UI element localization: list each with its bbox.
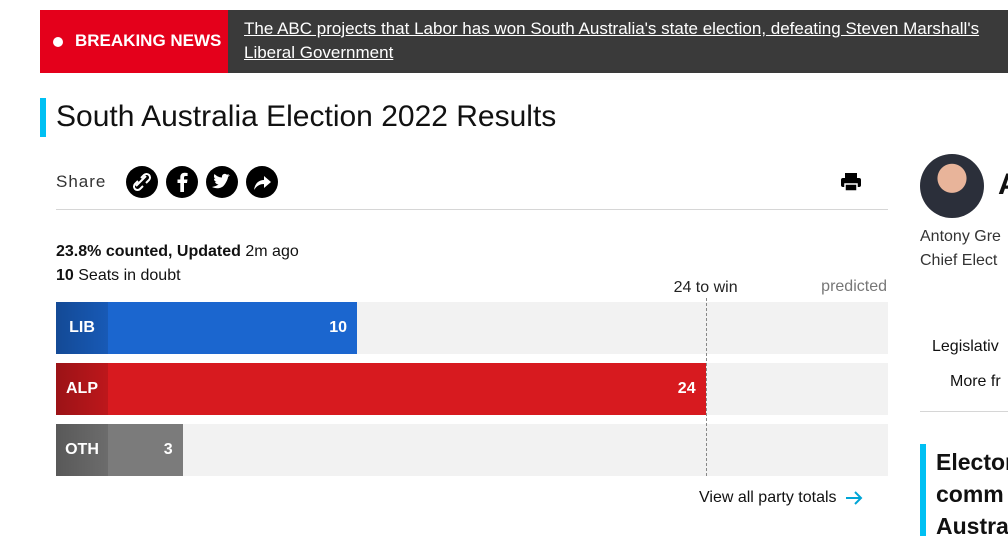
heading-accent [920,444,926,536]
author-avatar [920,154,984,218]
bar [56,302,357,354]
divider [56,209,888,210]
divider [920,411,1008,412]
party-label: OTH [65,441,99,458]
party-label: ALP [66,380,98,397]
doubt-count: 10 [56,267,74,284]
breaking-badge: BREAKING NEWS [40,10,228,73]
author-role: Chief Elect [920,252,998,269]
view-all-link[interactable]: View all party totals [699,489,863,507]
author-heading: A [998,168,1008,202]
view-all-text: View all party totals [699,489,837,506]
seat-value: 24 [677,380,696,397]
doubt-label: Seats in doubt [78,267,181,284]
copy-link[interactable] [126,166,158,198]
sidebar-heading: Elector comm Austra [936,446,1008,542]
heading-line: comm [936,481,1004,507]
doubt-status: 10 Seats in doubt [56,267,181,285]
facebook[interactable] [166,166,198,198]
headline-link[interactable]: The ABC projects that Labor has won Sout… [244,19,980,62]
majority-line [705,298,707,476]
sidebar-link[interactable]: More fr [950,373,1001,390]
share-label: Share [56,172,107,191]
twitter[interactable] [206,166,238,198]
count-status: 23.8% counted, Updated 2m ago [56,243,299,261]
heading-line: Austra [936,513,1008,539]
breaking-bar: The ABC projects that Labor has won Sout… [228,10,1008,73]
bar [56,363,706,415]
bar [56,424,183,476]
breaking-label: BREAKING NEWS [75,31,222,50]
seat-value: 10 [329,319,347,336]
live-dot [53,37,63,47]
predicted-label: predicted [821,278,887,295]
party-box [56,363,108,415]
author-name: Antony Gre [920,228,1001,245]
seat-value: 3 [163,441,173,458]
page-title: South Australia Election 2022 Results [56,100,557,133]
party-box [56,302,108,354]
heading-line: Elector [936,449,1008,475]
party-box [56,424,108,476]
sidebar-link[interactable]: Legislativ [932,338,999,355]
arrow-icon [846,491,863,505]
majority-label: 24 to win [673,279,738,296]
title-accent [40,98,46,137]
counted: 23.8% counted, Updated [56,243,241,260]
share-icons [126,166,278,198]
share-more[interactable] [246,166,278,198]
bar-track [56,424,888,476]
print-button[interactable] [840,171,862,193]
party-label: LIB [69,319,95,336]
updated-time: 2m ago [245,243,299,260]
